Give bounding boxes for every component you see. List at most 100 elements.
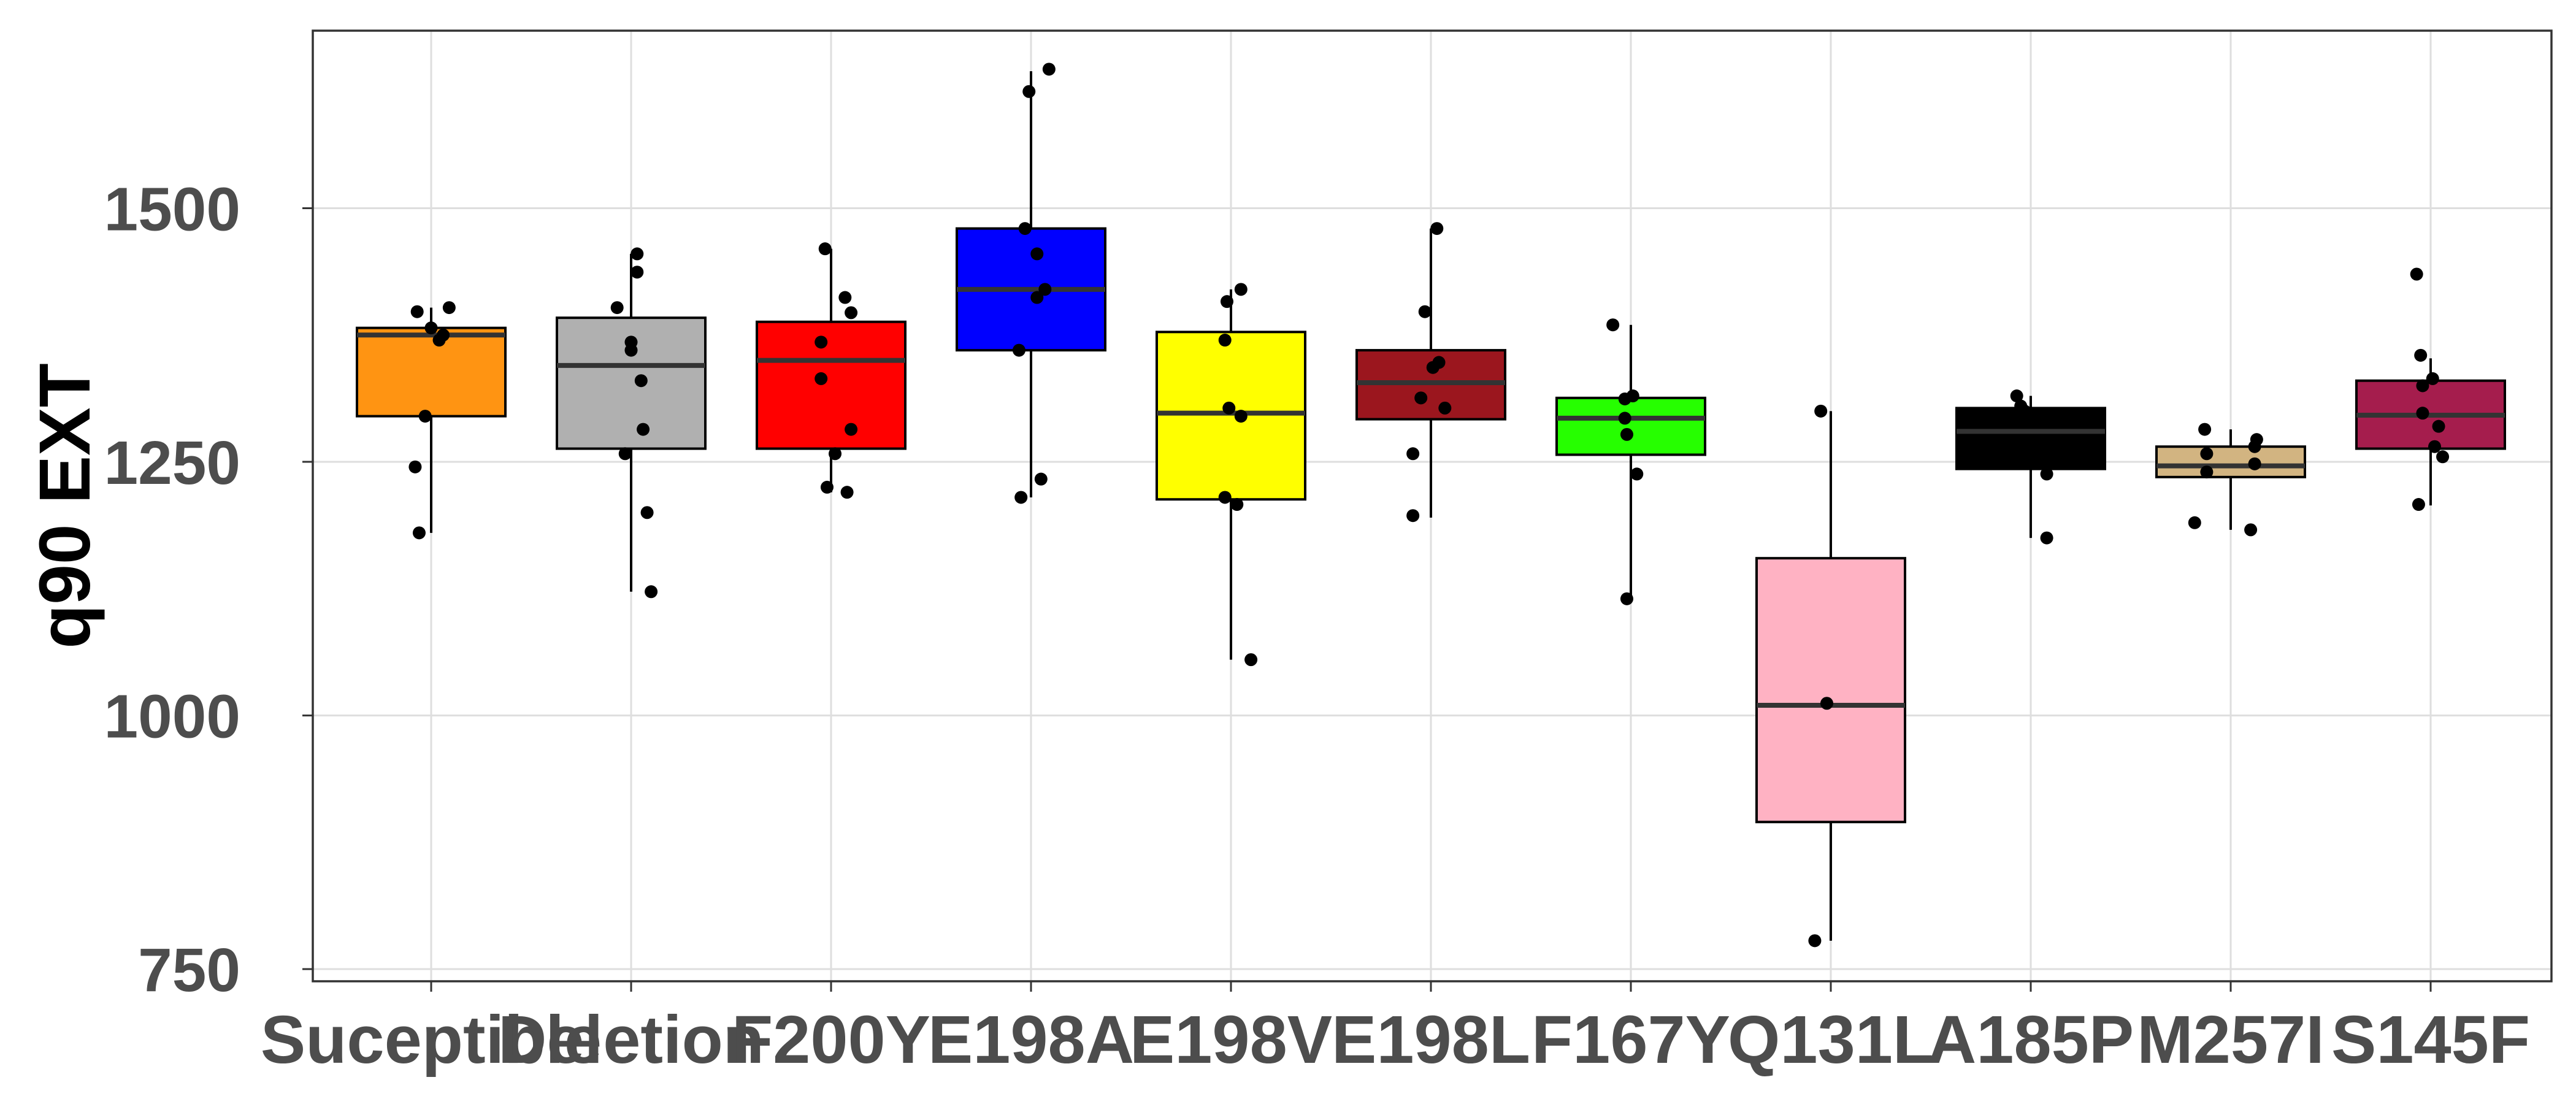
data-point — [2414, 349, 2427, 362]
data-point — [2412, 498, 2425, 511]
y-tick-label: 1250 — [104, 429, 240, 497]
data-point — [433, 334, 446, 347]
data-point — [641, 506, 654, 519]
data-point — [2200, 465, 2213, 478]
x-tick-label: F167Y — [1531, 1002, 1730, 1078]
data-point — [411, 305, 424, 318]
data-point — [1606, 318, 1619, 331]
data-point — [1814, 405, 1827, 418]
data-point — [815, 372, 827, 385]
box-rect — [1557, 398, 1705, 455]
data-point — [1221, 295, 1233, 308]
data-point — [1035, 473, 1048, 486]
data-point — [2416, 379, 2429, 392]
box-rect — [357, 328, 505, 416]
data-point — [2041, 532, 2053, 545]
data-point — [1619, 412, 1631, 424]
data-point — [1406, 447, 1419, 460]
data-point — [1620, 592, 1633, 605]
data-point — [1820, 697, 1833, 710]
x-tick-label: Deletion — [498, 1002, 764, 1078]
data-point — [1619, 393, 1631, 405]
data-point — [413, 526, 426, 539]
data-point — [2410, 268, 2423, 281]
data-point — [1630, 467, 1643, 480]
data-point — [631, 266, 643, 278]
data-point — [841, 486, 854, 499]
data-point — [1030, 291, 1043, 304]
box-rect — [2156, 446, 2305, 477]
data-point — [1219, 491, 1232, 504]
x-tick-label: E198A — [928, 1002, 1134, 1078]
data-point — [1230, 498, 1243, 511]
x-tick-label: A185P — [1928, 1002, 2134, 1078]
y-tick-label: 1500 — [104, 175, 240, 243]
data-point — [2198, 423, 2211, 436]
data-point — [1808, 934, 1821, 947]
data-point — [1244, 653, 1257, 666]
data-point — [838, 291, 851, 304]
data-point — [2248, 440, 2261, 453]
x-tick-label: E198L — [1332, 1002, 1530, 1078]
box-rect — [1757, 558, 1905, 822]
x-tick-label: M257I — [2137, 1002, 2325, 1078]
box-rect — [1957, 408, 2105, 469]
data-point — [1030, 247, 1043, 260]
data-point — [2018, 405, 2031, 418]
y-tick-label: 750 — [138, 936, 240, 1005]
data-point — [1235, 410, 1248, 423]
x-tick-label: Q131L — [1728, 1002, 1934, 1078]
data-point — [1043, 63, 1056, 75]
data-point — [419, 410, 432, 423]
data-point — [1427, 361, 1439, 374]
data-point — [815, 335, 827, 348]
data-point — [631, 247, 643, 260]
data-point — [2436, 450, 2449, 463]
data-point — [425, 321, 438, 334]
data-point — [821, 481, 834, 494]
data-point — [2428, 440, 2441, 453]
x-tick-label: F200Y — [732, 1002, 930, 1078]
data-point — [635, 374, 648, 387]
data-point — [1022, 85, 1035, 98]
data-point — [1014, 491, 1027, 504]
data-point — [1620, 428, 1633, 441]
data-point — [845, 423, 857, 436]
data-point — [2244, 523, 2257, 536]
data-point — [611, 301, 624, 314]
data-point — [1438, 402, 1451, 415]
data-point — [1414, 391, 1427, 404]
box-rect — [757, 322, 905, 449]
data-point — [1406, 509, 1419, 522]
box-rect — [1157, 332, 1305, 499]
data-point — [443, 301, 456, 314]
data-point — [2416, 407, 2429, 419]
data-point — [625, 344, 638, 357]
data-point — [645, 585, 657, 598]
y-axis-title: q90 EXT — [25, 363, 105, 649]
data-point — [619, 447, 632, 460]
data-point — [408, 461, 421, 473]
data-point — [1235, 283, 1248, 296]
data-point — [637, 423, 650, 436]
data-point — [2200, 447, 2213, 460]
data-point — [819, 242, 832, 255]
data-point — [1019, 222, 1032, 235]
data-point — [2188, 516, 2201, 529]
data-point — [1222, 402, 1235, 415]
data-point — [1430, 222, 1443, 235]
x-tick-label: E198V — [1130, 1002, 1332, 1078]
data-point — [2432, 420, 2445, 433]
data-point — [2248, 458, 2261, 470]
y-tick-label: 1000 — [104, 683, 240, 751]
x-tick-label: S145F — [2331, 1002, 2530, 1078]
data-point — [1013, 344, 1025, 357]
data-point — [2041, 467, 2053, 480]
data-point — [829, 447, 841, 460]
data-point — [1419, 305, 1432, 318]
data-point — [1219, 334, 1232, 347]
data-point — [845, 306, 857, 319]
